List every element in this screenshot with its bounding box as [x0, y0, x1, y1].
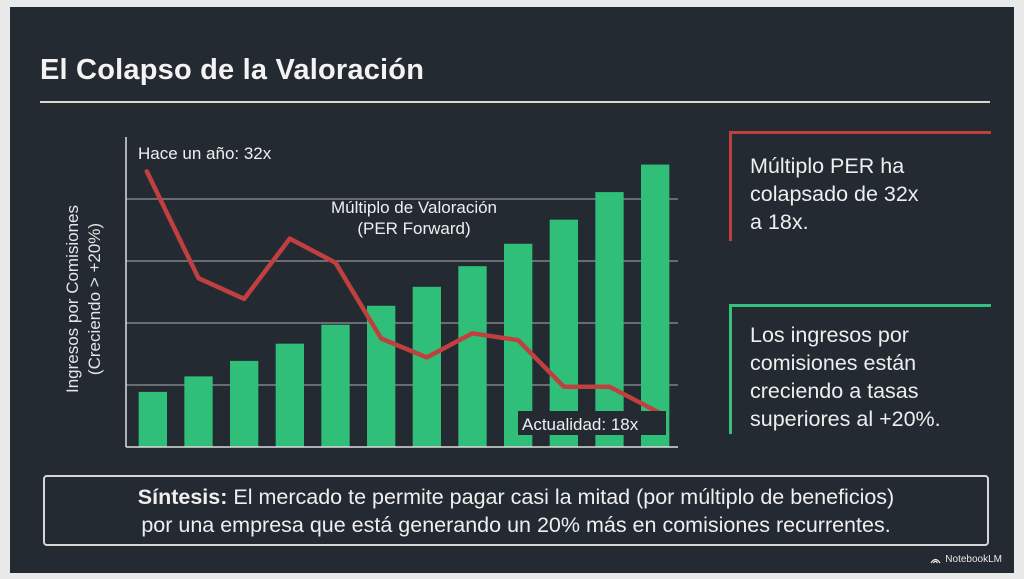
- series-label-sub: (PER Forward): [357, 219, 470, 238]
- bar: [230, 360, 259, 447]
- y-axis-label-sub: (Creciendo > +20%): [85, 223, 104, 375]
- valuation-chart: Ingresos por Comisiones (Creciendo > +20…: [63, 137, 678, 448]
- bar: [275, 343, 304, 447]
- bar: [138, 391, 167, 447]
- callout-top-line: colapsado de 32x: [750, 182, 919, 206]
- y-axis-label: Ingresos por Comisiones: [63, 205, 82, 393]
- title-divider: [40, 101, 990, 103]
- callout-top-line: Múltiplo PER ha: [750, 154, 905, 178]
- notebooklm-brand: NotebookLM: [930, 554, 1002, 565]
- bar: [412, 286, 441, 447]
- bar: [641, 164, 670, 448]
- synthesis-text-1: El mercado te permite pagar casi la mita…: [227, 485, 895, 509]
- synthesis-label: Síntesis:: [137, 485, 228, 509]
- annotation-end: Actualidad: 18x: [522, 415, 639, 434]
- chart-bars: [138, 164, 670, 448]
- brand-label: NotebookLM: [945, 554, 1002, 565]
- slide: El Colapso de la Valoración Ingresos por…: [10, 7, 1014, 573]
- callout-commissions-growth: Los ingresos por comisiones están crecie…: [729, 304, 991, 434]
- synthesis-line-2: por una empresa que está generando un 20…: [141, 513, 891, 537]
- synthesis-line-1: Síntesis: El mercado te permite pagar ca…: [45, 483, 987, 511]
- bar: [458, 266, 487, 447]
- notebooklm-logo-icon: [930, 558, 941, 563]
- bar: [367, 305, 396, 447]
- callout-bottom-line: superiores al +20%.: [750, 407, 941, 431]
- callout-bottom-line: creciendo a tasas: [750, 379, 919, 403]
- callout-top-line: a 18x.: [750, 210, 809, 234]
- bar: [595, 192, 624, 447]
- per-line: [144, 169, 662, 415]
- synthesis-box: Síntesis: El mercado te permite pagar ca…: [43, 475, 989, 546]
- callout-bottom-line: comisiones están: [750, 351, 917, 375]
- page-title: El Colapso de la Valoración: [40, 54, 425, 86]
- callout-bottom-line: Los ingresos por: [750, 323, 909, 347]
- chart-axes: [125, 137, 678, 448]
- callout-per-collapse: Múltiplo PER ha colapsado de 32x a 18x.: [729, 131, 991, 241]
- annotation-end-bg: [518, 411, 666, 435]
- bar: [321, 324, 350, 447]
- bar: [549, 219, 578, 447]
- series-label: Múltiplo de Valoración: [331, 198, 497, 217]
- chart-line-series: [144, 169, 662, 415]
- bar: [184, 376, 213, 447]
- annotation-start: Hace un año: 32x: [138, 144, 272, 163]
